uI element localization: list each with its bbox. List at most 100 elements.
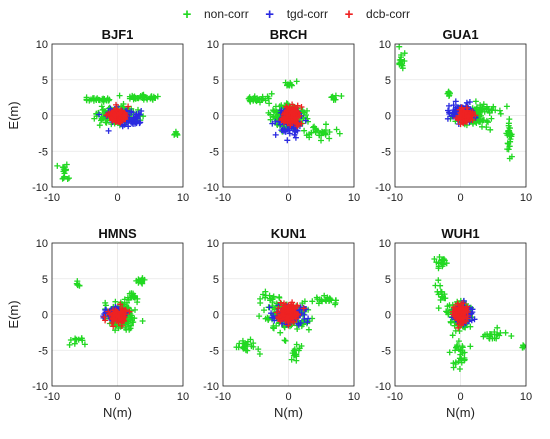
y-tick-label: 5 [385, 274, 391, 286]
legend-plus-marker-icon: + [344, 5, 354, 23]
data-point [304, 107, 310, 114]
data-point [488, 115, 495, 122]
data-point [81, 341, 88, 348]
data-point [125, 123, 132, 130]
data-point [452, 98, 459, 105]
data-point [502, 329, 509, 336]
data-point [255, 346, 262, 353]
x-tick-label: -10 [387, 391, 403, 403]
data-point [105, 97, 112, 104]
data-point [446, 102, 452, 109]
y-tick-label: 0 [213, 310, 219, 322]
data-point [399, 62, 406, 69]
x-tick-label: 0 [457, 192, 463, 204]
data-point [244, 341, 251, 348]
data-point [313, 294, 320, 301]
x-tick-label: 10 [177, 192, 189, 204]
y-tick-label: -10 [32, 182, 48, 194]
data-point [444, 115, 451, 122]
y-tick-label: 10 [36, 39, 48, 51]
points-layer [233, 288, 339, 364]
x-tick-label: 10 [177, 391, 189, 403]
data-point [59, 164, 66, 171]
data-point [486, 333, 493, 340]
axes-box [394, 43, 527, 188]
data-point [298, 343, 305, 349]
data-point [298, 104, 305, 110]
data-point [62, 167, 69, 174]
y-tick-label: 5 [213, 75, 219, 87]
axes-box [51, 242, 184, 387]
data-point [292, 114, 299, 121]
data-point [458, 104, 465, 111]
data-point [435, 277, 442, 284]
data-point [437, 282, 444, 289]
data-point [449, 110, 456, 117]
x-tick-label: 0 [457, 391, 463, 403]
data-point [463, 305, 470, 312]
y-tick-label: 5 [213, 274, 219, 286]
subplot-kun1: KUN1 -10 0 10 10 5 0 -5 -10 N(m) [203, 226, 360, 420]
data-point [455, 313, 461, 320]
data-point [293, 341, 300, 348]
data-point [396, 44, 403, 50]
data-point [101, 314, 108, 320]
data-point [507, 138, 513, 145]
data-point [289, 307, 296, 314]
data-point [256, 313, 263, 320]
data-point [63, 161, 70, 168]
data-point [456, 328, 463, 334]
data-point [445, 89, 452, 96]
data-point [96, 122, 103, 129]
data-point [122, 308, 129, 314]
data-point [460, 314, 467, 321]
subplot-hmns: HMNS -10 0 10 10 5 0 -5 -10 E(m) N(m) [6, 226, 189, 420]
data-point [458, 111, 465, 118]
y-tick-label: 5 [42, 274, 48, 286]
data-point [435, 265, 442, 272]
data-point [91, 115, 98, 122]
data-point [439, 263, 446, 270]
data-point [450, 102, 457, 109]
data-point [460, 120, 467, 127]
y-tick-label: -10 [375, 381, 391, 393]
data-point [441, 256, 447, 263]
x-tick-label: -10 [44, 391, 60, 403]
y-axis-label: E(m) [6, 101, 21, 129]
data-point [338, 93, 345, 99]
data-point [273, 309, 280, 316]
data-point [438, 289, 445, 296]
data-point [277, 318, 284, 325]
data-point [125, 103, 132, 110]
x-axis-label: N(m) [103, 405, 132, 420]
data-point [128, 118, 134, 125]
x-tick-label: 10 [520, 192, 532, 204]
data-point [270, 325, 277, 332]
data-point [449, 332, 456, 339]
data-point [277, 329, 284, 336]
data-point [118, 322, 125, 329]
data-point [485, 106, 492, 113]
data-point [110, 323, 117, 330]
data-point [291, 351, 298, 358]
data-point [483, 124, 490, 131]
data-point [60, 175, 67, 181]
data-point [306, 134, 313, 141]
data-point [443, 260, 450, 267]
subplot-bjf1: BJF1 -10 0 10 10 5 0 -5 -10 E(m) [6, 27, 189, 204]
data-point [93, 97, 100, 103]
data-point [452, 359, 459, 366]
data-point [467, 343, 474, 350]
data-point [129, 319, 136, 326]
data-point [98, 103, 105, 110]
data-point [291, 111, 298, 118]
legend-entry-dcb-corr: + dcb-corr [342, 7, 410, 22]
axes-box [51, 43, 184, 188]
data-point [466, 99, 473, 105]
data-point [321, 292, 328, 299]
data-point [270, 313, 277, 319]
x-tick-label: 10 [348, 391, 360, 403]
points-layer [245, 78, 345, 144]
data-point [281, 337, 288, 344]
